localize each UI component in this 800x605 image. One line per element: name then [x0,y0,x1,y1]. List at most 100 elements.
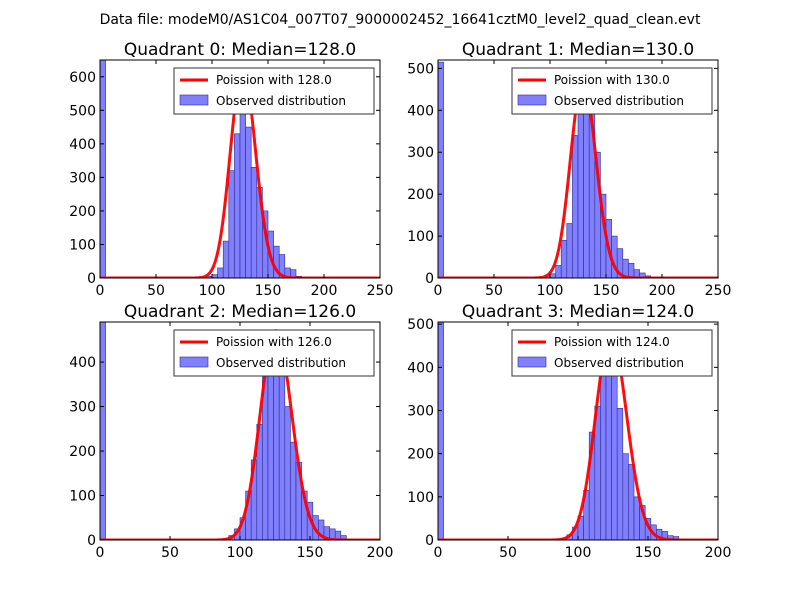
quadrant-0-axes-frame [99,59,381,279]
quadrant-0-title: Quadrant 0: Median=128.0 [124,40,356,60]
quadrant-2-histogram-bar [290,441,297,540]
quadrant-1-legend: Poission with 130.0 Observed distribution [511,67,713,115]
quadrant-3-xtick-label: 50 [499,545,517,561]
quadrant-3-ytick-label: 300 [407,403,434,419]
quadrant-0-xtick-label: 150 [255,283,282,299]
quadrant-2-xtick-label: 50 [161,545,179,561]
quadrant-1-axes-frame [437,59,719,279]
quadrant-0-legend-bar-swatch [179,94,209,106]
quadrant-1-xtick-label: 200 [649,283,676,299]
quadrant-1-title: Quadrant 1: Median=130.0 [462,40,694,60]
quadrant-2-histogram-bar [100,322,106,540]
quadrant-0-xtick-label: 50 [147,283,165,299]
quadrant-3-histogram-bar [616,408,624,540]
quadrant-1-plot: Quadrant 1: Median=130.0 0 50 100 150 200 250 0… [407,40,731,299]
quadrant-2-histogram-bar [278,375,286,540]
quadrant-1-histogram-bar [566,223,573,278]
quadrant-3-plot: Quadrant 3: Median=124.0 0 50 100 150 200 0 100… [407,302,731,561]
quadrant-0-histogram-bar [100,60,106,278]
quadrant-3-xtick-label: 200 [705,545,732,561]
quadrant-1-xtick-label: 50 [485,283,503,299]
quadrant-0-ytick-label: 0 [87,271,96,287]
quadrant-1-ytick-label: 200 [407,187,434,203]
quadrant-3-ytick-label: 100 [407,490,434,506]
quadrant-0-legend-box [173,67,375,115]
quadrant-1-ytick-label: 100 [407,229,434,245]
quadrant-3-ytick-label: 500 [407,317,434,333]
quadrant-3-xtick-label: 0 [434,545,443,561]
quadrant-2-title: Quadrant 2: Median=126.0 [124,302,356,322]
quadrant-0-xtick-label: 0 [96,283,105,299]
quadrant-1-legend-observed-label: Observed distribution [554,94,684,108]
quadrant-1-histogram-bar [560,239,568,278]
quadrant-2-plot: Quadrant 2: Median=126.0 0 50 100 150 200 0 100… [69,302,393,561]
quadrant-1-ytick-label: 400 [407,103,434,119]
quadrant-3-xtick-label: 150 [635,545,662,561]
quadrant-0-ytick-label: 500 [69,103,96,119]
quadrant-3-legend-observed-label: Observed distribution [554,356,684,370]
quadrant-2-ytick-label: 400 [69,355,96,371]
quadrant-1-xtick-label: 100 [537,283,564,299]
quadrant-2-ytick-label: 0 [87,533,96,549]
quadrant-2-legend-bar-swatch [179,356,209,368]
quadrant-3-ytick-label: 0 [425,533,434,549]
quadrant-3-histogram-bar [605,349,612,540]
quadrant-2-histogram-bar [284,406,291,540]
quadrant-0-legend-observed-label: Observed distribution [216,94,346,108]
quadrant-2-legend-box [173,329,375,377]
quadrant-0-histogram-bar [234,133,241,278]
quadrant-0-legend: Poission with 128.0 Observed distribution [173,67,375,115]
quadrant-3-legend-box [511,329,713,377]
quadrant-0-ytick-label: 600 [69,70,96,86]
quadrant-1-ytick-label: 500 [407,61,434,77]
quadrant-1-xtick-label: 0 [434,283,443,299]
quadrant-0-histogram-bar [211,274,218,278]
quadrant-1-histogram-bar [583,89,590,278]
quadrant-1-histogram-bar [549,273,556,278]
quadrant-0-ytick-label: 300 [69,170,96,186]
quadrant-0-plot: Quadrant 0: Median=128.0 0 50 100 150 200 250 0… [69,40,393,299]
quadrant-1-xtick-label: 150 [593,283,620,299]
quadrant-1-histogram-bar [438,61,444,278]
quadrant-2-legend: Poission with 126.0 Observed distribution [173,329,375,377]
quadrant-1-histogram-bar [555,265,562,278]
quadrant-0-histogram-bar [250,167,258,278]
figure-suptitle: Data file: modeM0/AS1C04_007T07_90000024… [100,12,701,28]
quadrant-0-xtick-label: 200 [311,283,338,299]
quadrant-0-histogram-bar [239,106,246,278]
quadrant-0-ytick-label: 200 [69,204,96,220]
quadrant-3-ytick-label: 200 [407,447,434,463]
quadrant-1-legend-bar-swatch [517,94,547,106]
quadrant-2-histogram-bar [340,535,347,540]
quadrant-3-legend: Poission with 124.0 Observed distribution [511,329,713,377]
quadrant-1-xtick-label: 250 [705,283,732,299]
quadrant-0-histogram-bar [222,240,230,278]
quadrant-3-histogram-bar [438,322,444,540]
quadrant-3-histogram-bar [628,464,635,540]
quadrant-3-histogram-bar [633,496,640,540]
quadrant-0-ytick-label: 100 [69,237,96,253]
quadrant-2-legend-poisson-label: Poission with 126.0 [216,335,332,349]
quadrant-1-legend-poisson-label: Poission with 130.0 [554,73,670,87]
quadrant-2-legend-observed-label: Observed distribution [216,356,346,370]
quadrant-1-legend-box [511,67,713,115]
quadrant-0-histogram-bar [245,126,252,278]
quadrant-3-plot-area [438,322,718,540]
quadrant-1-ytick-label: 300 [407,145,434,161]
quadrant-1-histogram-bar [628,263,635,278]
quadrant-2-ytick-label: 300 [69,400,96,416]
quadrant-0-histogram-bar [228,170,235,278]
quadrant-0-histogram-bar [217,267,224,278]
quadrant-3-title: Quadrant 3: Median=124.0 [462,302,694,322]
quadrant-0-xtick-label: 250 [367,283,394,299]
quadrant-2-xtick-label: 200 [367,545,394,561]
quadrant-1-histogram-bar [639,272,646,278]
quadrant-3-histogram-bar [622,453,629,540]
quadrant-2-ytick-label: 100 [69,489,96,505]
quadrant-3-legend-bar-swatch [517,356,547,368]
quadrant-3-xtick-label: 100 [565,545,592,561]
quadrant-0-xtick-label: 100 [199,283,226,299]
quadrant-0-legend-poisson-label: Poission with 128.0 [216,73,332,87]
